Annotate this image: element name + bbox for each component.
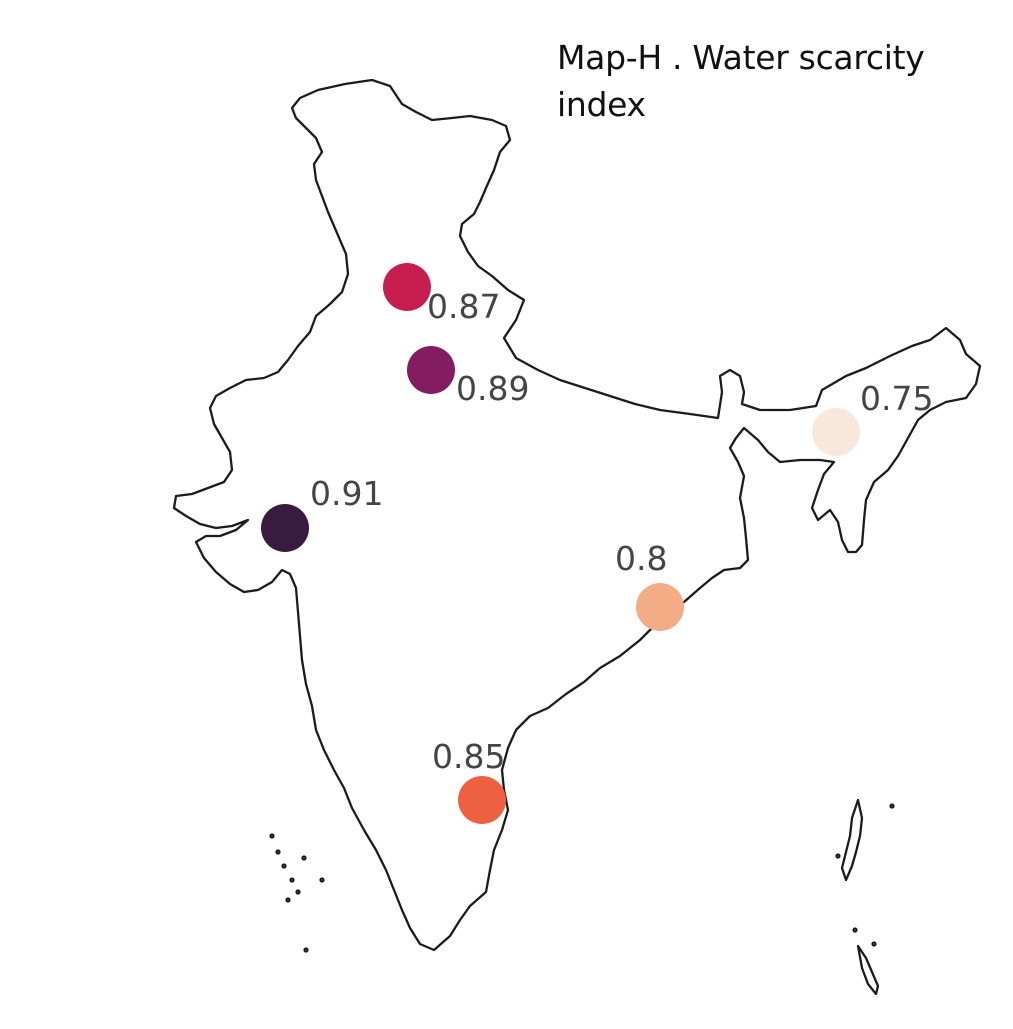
marker-label-p5: 0.8 (615, 539, 667, 578)
marker-p1 (383, 263, 431, 311)
points-layer: 0.87 0.89 0.91 0.75 0.8 0.85 (261, 263, 933, 824)
marker-label-p1: 0.87 (427, 287, 500, 326)
marker-p2 (407, 346, 455, 394)
map-title: Map-H . Water scarcity index (557, 38, 925, 124)
india-mainland-outline (172, 78, 982, 952)
marker-label-p2: 0.89 (456, 369, 529, 408)
marker-p6 (458, 776, 506, 824)
marker-label-p6: 0.85 (432, 737, 505, 776)
andaman-islands (840, 798, 864, 882)
marker-label-p4: 0.75 (860, 379, 933, 418)
marker-p3 (261, 504, 309, 552)
marker-p5 (636, 583, 684, 631)
island-dots (269, 803, 895, 953)
marker-p4 (812, 408, 860, 456)
nicobar-islands (856, 944, 880, 996)
marker-label-p3: 0.91 (310, 474, 383, 513)
